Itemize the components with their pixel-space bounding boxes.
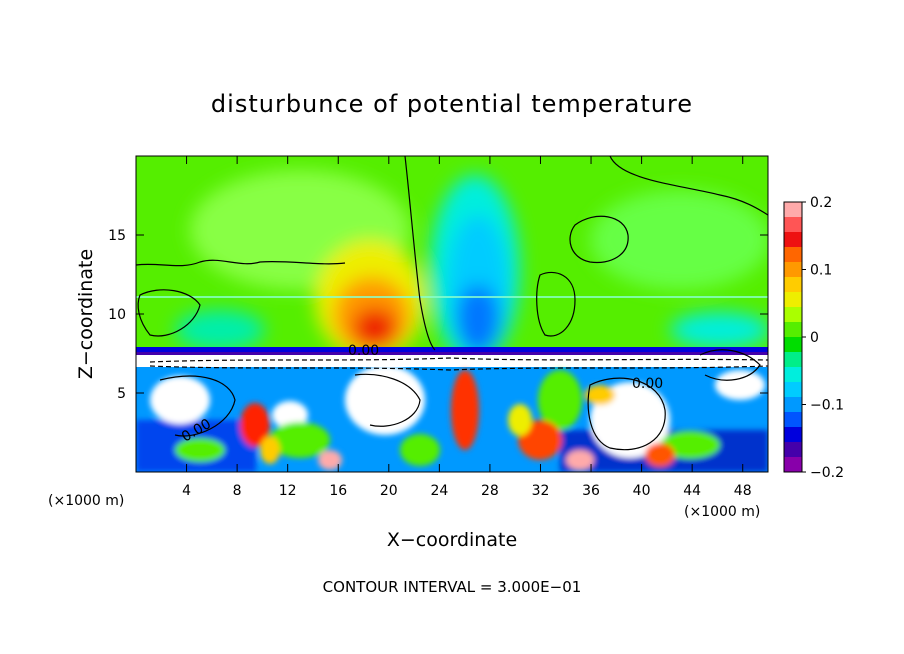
white-eddy-c xyxy=(345,365,425,435)
boundary-blue-band xyxy=(136,347,768,355)
pink-eddy-b xyxy=(566,450,594,470)
contour-dashed-interface xyxy=(149,357,768,363)
contour-lower-a xyxy=(159,375,236,437)
x-axis-ticks: 4 8 12 16 20 24 28 32 36 40 44 48 xyxy=(182,156,752,499)
green-eddy-a xyxy=(270,422,330,458)
contour-zero-top-right xyxy=(609,156,768,216)
colorbar-swatch xyxy=(784,352,802,368)
colorbar-tick-label: −0.1 xyxy=(810,398,844,414)
colorbar-swatch xyxy=(784,232,802,248)
chart-title: disturbunce of potential temperature xyxy=(211,90,693,118)
yellow-eddy-b xyxy=(508,404,532,436)
yellow-eddy-a xyxy=(260,436,280,464)
red-eddy-b xyxy=(451,370,479,450)
white-eddy-a xyxy=(150,376,210,424)
green-eddy-d xyxy=(660,431,720,459)
colorbar-swatch xyxy=(784,277,802,293)
colorbar xyxy=(784,202,802,473)
colorbar-swatch xyxy=(784,247,802,263)
contour-lower-d xyxy=(699,349,761,381)
cyan-patch-right xyxy=(670,312,768,348)
colorbar-swatch xyxy=(784,337,802,353)
pale-green-patch-right xyxy=(590,190,768,290)
colorbar-swatch xyxy=(784,262,802,278)
cool-anomaly-core xyxy=(456,285,500,355)
contour-loop-a xyxy=(569,215,629,264)
red-eddy-a xyxy=(240,403,270,447)
colorbar-swatch xyxy=(784,457,802,473)
x-axis-unit-left: (×1000 m) xyxy=(48,493,124,509)
contour-loop-c xyxy=(137,289,201,337)
y-tick-label: 5 xyxy=(117,386,126,402)
colorbar-swatch xyxy=(784,202,802,218)
contour-loop-b xyxy=(536,271,576,337)
x-tick-label: 28 xyxy=(481,483,499,499)
colorbar-swatch xyxy=(784,427,802,443)
warm-anomaly-core xyxy=(353,308,397,348)
colorbar-ticks: 0.2 0.1 0 −0.1 −0.2 xyxy=(802,195,844,481)
y-tick-label: 15 xyxy=(108,228,126,244)
boundary-purple-band xyxy=(136,352,768,355)
cyan-patch-left xyxy=(175,310,265,350)
lower-blobs xyxy=(136,365,768,472)
red-eddy-d xyxy=(645,443,675,467)
x-tick-label: 16 xyxy=(329,483,347,499)
colorbar-swatch xyxy=(784,307,802,323)
contour-label-interface: 0.00 xyxy=(348,343,379,359)
contour-lines xyxy=(136,156,768,451)
x-tick-label: 24 xyxy=(430,483,448,499)
pink-eddy-a xyxy=(318,450,342,470)
colorbar-tick-label: −0.2 xyxy=(810,465,844,481)
colorbar-swatch xyxy=(784,367,802,383)
contour-wavy-left xyxy=(136,259,346,267)
colorbar-swatch xyxy=(784,292,802,308)
green-eddy-c xyxy=(538,370,582,430)
x-tick-label: 4 xyxy=(182,483,191,499)
yellow-eddy-c xyxy=(585,385,615,405)
colorbar-swatch xyxy=(784,442,802,458)
plot-field xyxy=(136,156,768,472)
x-tick-label: 36 xyxy=(582,483,600,499)
x-tick-label: 32 xyxy=(532,483,550,499)
colorbar-tick-label: 0.1 xyxy=(810,263,832,279)
colorbar-swatch xyxy=(784,382,802,398)
x-tick-label: 40 xyxy=(633,483,651,499)
colorbar-tick-label: 0.2 xyxy=(810,195,832,211)
x-tick-label: 8 xyxy=(233,483,242,499)
boundary-white-band xyxy=(136,355,768,367)
contour-lower-b xyxy=(587,377,666,451)
white-eddy-e xyxy=(715,370,765,400)
colorbar-tick-label: 0 xyxy=(810,330,819,346)
colorbar-swatch xyxy=(784,397,802,413)
contour-dashed-interface-2 xyxy=(149,365,768,371)
x-axis-label: X−coordinate xyxy=(387,529,517,551)
contour-lower-c xyxy=(354,373,421,427)
x-tick-label: 44 xyxy=(683,483,701,499)
white-eddy-b xyxy=(272,401,308,429)
y-axis-label: Z−coordinate xyxy=(75,249,97,379)
x-tick-label: 48 xyxy=(734,483,752,499)
colorbar-swatch xyxy=(784,217,802,233)
upper-anomalies xyxy=(175,170,768,365)
interface-line xyxy=(136,296,768,298)
lower-turbulence xyxy=(136,365,768,472)
colorbar-swatch xyxy=(784,412,802,428)
green-eddy-b xyxy=(400,434,440,466)
x-tick-label: 12 xyxy=(279,483,297,499)
y-tick-label: 10 xyxy=(108,307,126,323)
colorbar-swatch xyxy=(784,322,802,338)
x-axis-unit-right: (×1000 m) xyxy=(684,504,760,520)
green-eddy-e xyxy=(175,438,225,462)
contour-interval-note: CONTOUR INTERVAL = 3.000E−01 xyxy=(323,578,582,596)
contour-zero-upper xyxy=(404,156,436,351)
y-axis-ticks: 5 10 15 xyxy=(108,228,768,402)
contour-label-right: 0.00 xyxy=(632,376,663,392)
x-tick-label: 20 xyxy=(380,483,398,499)
